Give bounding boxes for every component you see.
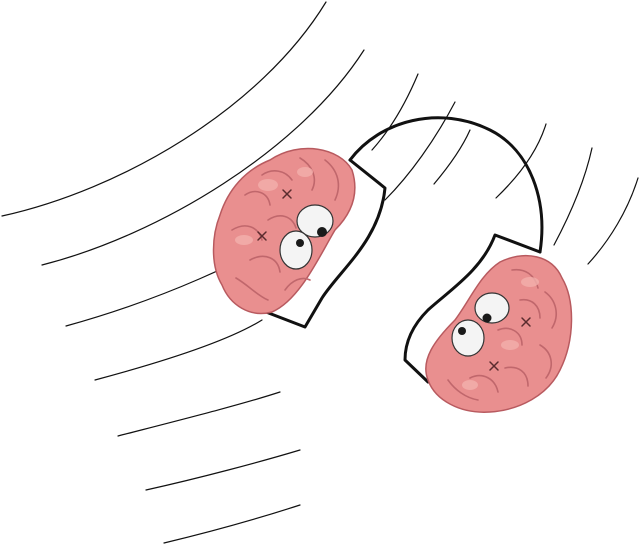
eye-icon [451, 319, 485, 357]
eye-icon [279, 230, 313, 270]
brain-icon [425, 254, 573, 413]
sound-wave-arc [553, 147, 593, 246]
sound-wave-arc [371, 73, 419, 151]
headphone-band-arc [348, 116, 544, 254]
headphone-band [264, 116, 544, 384]
pupil-icon [317, 227, 327, 237]
left-connector [264, 158, 387, 329]
sound-wave-arc [384, 101, 456, 201]
sound-wave-arc [1, 1, 327, 217]
left-brain-eyes [279, 204, 334, 270]
sound-wave-arc [94, 319, 263, 381]
right-brain-earcup [425, 254, 573, 413]
sound-wave-arc [587, 177, 639, 265]
brain-highlights [462, 277, 539, 390]
brain-icon [212, 147, 356, 315]
sound-wave-arc [41, 49, 365, 266]
x-marks [257, 189, 292, 241]
right-connector [403, 233, 542, 384]
left-brain-earcup [212, 147, 356, 315]
pupil-icon [458, 327, 466, 335]
brain-highlights [235, 167, 313, 245]
sound-wave-arc [163, 504, 301, 544]
eye-icon [474, 292, 510, 324]
pupil-icon [482, 313, 492, 323]
x-marks [489, 317, 531, 371]
sound-wave-arc [433, 129, 471, 185]
sound-wave-arc [117, 391, 281, 437]
pupil-icon [296, 239, 304, 247]
sound-wave-arc [145, 449, 301, 491]
sound-wave-arc [495, 123, 547, 199]
right-brain-eyes [451, 292, 510, 357]
